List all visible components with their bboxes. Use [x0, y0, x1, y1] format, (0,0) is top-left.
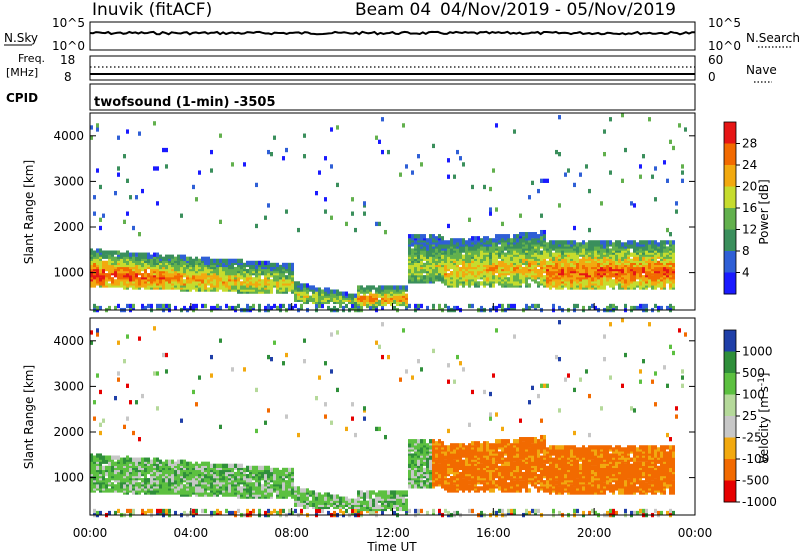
- power-panel: 1000 2000 3000 4000 Slant Range [km] 4 8 12 16…: [22, 112, 771, 313]
- date-range: 04/Nov/2019 - 05/Nov/2019: [440, 0, 676, 20]
- nsearch-tick-top: 10^5: [708, 16, 741, 30]
- colorbar-tick-label: 4: [742, 266, 750, 280]
- colorbar-tick-label: 500: [742, 366, 765, 380]
- colorbar-tick-label: -500: [742, 474, 769, 488]
- y-tick-label: 2000: [53, 425, 84, 439]
- power-heatmap: [90, 113, 687, 313]
- colorbar-swatch: [724, 272, 736, 295]
- freq-tick-top: 18: [60, 53, 75, 67]
- nsky-tick-top: 10^5: [52, 16, 85, 30]
- nsky-series-line: [89, 30, 696, 36]
- colorbar-tick-label: 12: [742, 223, 757, 237]
- power-colorbar: 4 8 12 16 20 24 28: [723, 121, 757, 295]
- colorbar-tick-label: 100: [742, 388, 765, 402]
- colorbar-swatch: [724, 330, 736, 352]
- y-tick-label: 4000: [53, 129, 84, 143]
- time-axis: 00:00 04:00 08:00 12:00 16:00 20:00 00:00: [73, 303, 713, 540]
- colorbar-tick-label: 25: [742, 409, 757, 423]
- y-tick-label: 4000: [53, 334, 84, 348]
- colorbar-swatch: [724, 394, 736, 417]
- colorbar-swatch: [724, 251, 736, 273]
- power-colorbar-label: Power [dB]: [757, 179, 771, 244]
- freq-unit: [MHz]: [6, 66, 38, 79]
- colorbar-swatch: [724, 186, 736, 209]
- nsearch-tick-bottom: 10^0: [708, 39, 741, 53]
- x-tick-label: 12:00: [375, 526, 410, 540]
- nsearch-label: N.Search: [746, 31, 800, 45]
- colorbar-swatch: [724, 208, 736, 230]
- velocity-colorbar-label-text: Velocity [m s: [757, 386, 771, 463]
- colorbar-tick-label: 16: [742, 201, 757, 215]
- nsky-label: N.Sky: [4, 31, 38, 45]
- velocity-panel: 1000 2000 3000 4000 Slant Range [km] 1000 50…: [22, 317, 777, 518]
- cpid-label: CPID: [6, 91, 38, 105]
- colorbar-swatch: [724, 480, 736, 503]
- colorbar-swatch: [724, 165, 736, 187]
- freq-label: Freq.: [18, 52, 45, 65]
- colorbar-tick-label: 24: [742, 158, 757, 172]
- velocity-y-axis: 1000 2000 3000 4000: [53, 334, 695, 485]
- y-tick-label: 2000: [53, 220, 84, 234]
- power-y-axis: 1000 2000 3000 4000: [53, 129, 695, 280]
- nsky-tick-bottom: 10^0: [52, 39, 85, 53]
- colorbar-swatch: [724, 351, 736, 374]
- power-y-label: Slant Range [km]: [22, 160, 36, 264]
- freq-tick-bottom: 8: [64, 70, 72, 84]
- colorbar-tick-label: -25: [742, 431, 762, 445]
- colorbar-tick-label: 8: [742, 244, 750, 258]
- velocity-heatmap: [90, 318, 687, 518]
- colorbar-swatch: [724, 122, 736, 144]
- colorbar-swatch: [724, 459, 736, 481]
- velocity-colorbar-label: Velocity [m s-1]: [757, 373, 771, 464]
- colorbar-swatch: [724, 437, 736, 460]
- cpid-panel: CPID twofsound (1-min) -3505: [6, 83, 696, 111]
- nave-tick-top: 60: [708, 53, 723, 67]
- colorbar-swatch: [724, 416, 736, 438]
- cpid-text: twofsound (1-min) -3505: [94, 95, 276, 110]
- time-axis-label: Time UT: [366, 540, 417, 554]
- x-tick-label: 00:00: [73, 526, 108, 540]
- nave-tick-bottom: 0: [708, 70, 716, 84]
- y-tick-label: 3000: [53, 379, 84, 393]
- colorbar-tick-label: 20: [742, 180, 757, 194]
- colorbar-tick-label: -100: [742, 452, 769, 466]
- colorbar-tick-label: 1000: [742, 345, 773, 359]
- y-tick-label: 1000: [53, 471, 84, 485]
- colorbar-swatch: [724, 143, 736, 166]
- station-title: Inuvik (fitACF): [92, 0, 212, 20]
- nave-label: Nave: [746, 63, 777, 77]
- x-tick-label: 20:00: [577, 526, 612, 540]
- colorbar-tick-label: 28: [742, 137, 757, 151]
- colorbar-swatch: [724, 229, 736, 252]
- x-tick-label: 16:00: [476, 526, 511, 540]
- nsky-panel: N.Sky 10^5 10^0 10^5 10^0 N.Search: [4, 16, 800, 53]
- velocity-colorbar: 1000 500 100 25 -25 -100 -500 -1000: [723, 329, 777, 509]
- freq-panel: Freq. [MHz] 18 8 60 0 Nave: [6, 52, 777, 84]
- beam-label: Beam 04: [355, 0, 431, 20]
- y-tick-label: 3000: [53, 174, 84, 188]
- x-tick-label: 00:00: [678, 526, 713, 540]
- colorbar-swatch: [724, 373, 736, 395]
- x-tick-label: 04:00: [174, 526, 209, 540]
- colorbar-tick-label: -1000: [742, 495, 777, 509]
- x-tick-label: 08:00: [274, 526, 309, 540]
- velocity-y-label: Slant Range [km]: [22, 365, 36, 469]
- y-tick-label: 1000: [53, 266, 84, 280]
